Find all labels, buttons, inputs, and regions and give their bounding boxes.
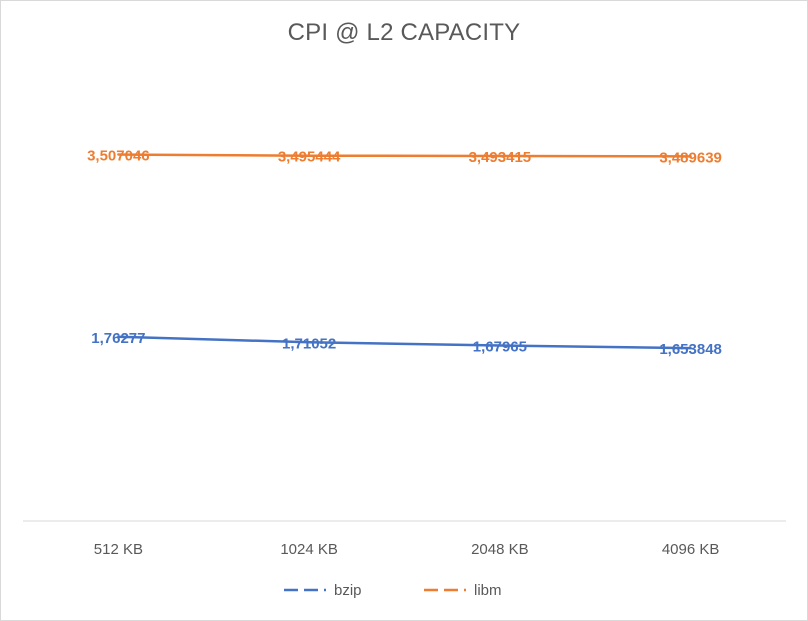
- data-label-bzip: 1,76277: [91, 330, 145, 347]
- data-label-libm: 3,489639: [659, 149, 722, 166]
- data-label-libm: 3,495444: [278, 149, 341, 166]
- legend-label-bzip: bzip: [334, 582, 362, 599]
- series-line-bzip: [117, 335, 692, 350]
- data-label-libm: 3,493415: [469, 149, 532, 166]
- data-label-libm: 3,507046: [87, 148, 150, 165]
- x-tick-label: 4096 KB: [662, 541, 720, 558]
- x-tick-label: 2048 KB: [471, 541, 529, 558]
- legend-label-libm: libm: [474, 582, 502, 599]
- data-label-bzip: 1,71052: [282, 335, 336, 352]
- series-line-libm: [117, 153, 692, 158]
- chart-title: CPI @ L2 CAPACITY: [287, 19, 521, 46]
- data-label-bzip: 1,653848: [659, 341, 722, 358]
- x-tick-label: 1024 KB: [280, 541, 338, 558]
- x-tick-label: 512 KB: [94, 541, 143, 558]
- data-label-bzip: 1,67965: [473, 338, 527, 355]
